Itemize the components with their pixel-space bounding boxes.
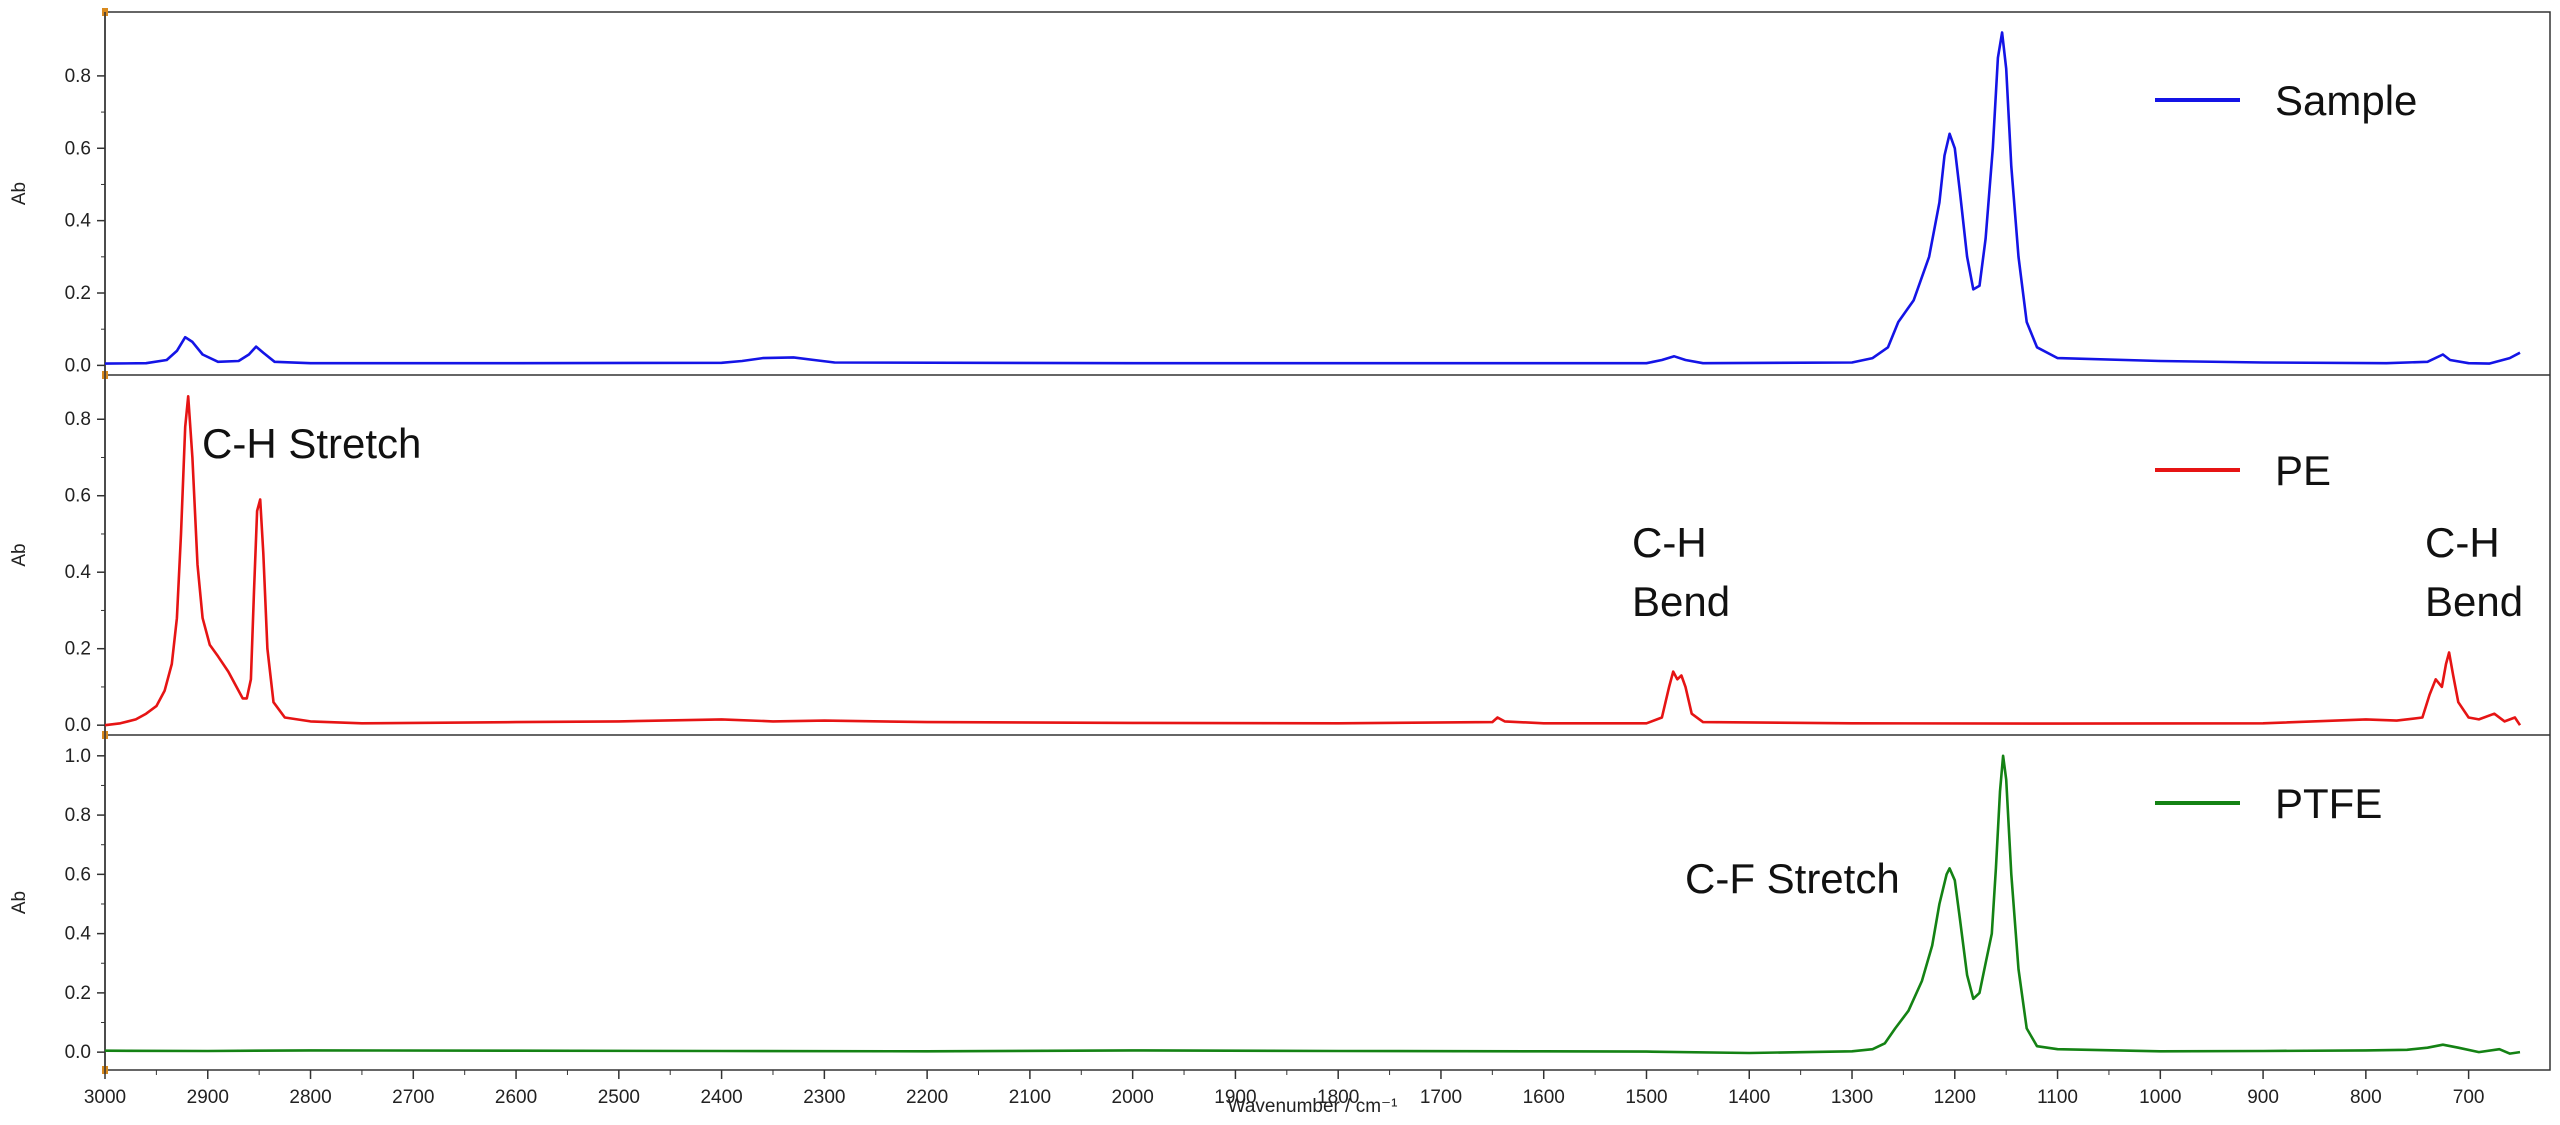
y-tick-label: 1.0 [65,746,91,767]
legend-label-ptfe: PTFE [2275,780,2382,827]
plot-frame [104,11,2551,1071]
x-tick-label: 2000 [1112,1087,1154,1108]
legend-label-sample: Sample [2275,77,2417,124]
y-axis-label: Ab [9,891,30,914]
x-tick-label: 1600 [1523,1087,1565,1108]
x-tick-label: 1400 [1728,1087,1770,1108]
peak-annotation: C-H [2425,519,2500,566]
x-tick-label: 1200 [1934,1087,1976,1108]
x-tick-label: 1700 [1420,1087,1462,1108]
x-tick-label: 2900 [187,1087,229,1108]
x-tick-label: 700 [2453,1087,2485,1108]
series-line-pe [104,395,2522,727]
x-axis-title: Wavenumber / cm⁻¹ [1228,1096,1398,1117]
y-tick-label: 0.6 [65,864,91,885]
x-tick-label: 2700 [392,1087,434,1108]
y-tick-label: 0.2 [65,283,91,304]
y-axis-label: Ab [9,543,30,566]
peak-annotation: Bend [1632,578,1730,625]
y-tick-label: 0.0 [65,1042,91,1063]
x-tick-label: 1300 [1831,1087,1873,1108]
x-tick-label: 1500 [1625,1087,1667,1108]
y-tick-label: 0.4 [65,924,92,945]
y-tick-label: 0.2 [65,983,91,1004]
y-tick-label: 0.2 [65,639,91,660]
series-line-ptfe [104,754,2521,1055]
y-tick-label: 0.8 [65,409,91,430]
peak-annotation: Bend [2425,578,2523,625]
y-axis-label: Ab [9,182,30,205]
y-tick-label: 0.8 [65,805,91,826]
x-tick-label: 2200 [906,1087,948,1108]
x-tick-label: 3000 [84,1087,126,1108]
y-tick-label: 0.6 [65,138,91,159]
x-tick-label: 1800 [1317,1087,1359,1108]
x-tick-label: 800 [2350,1087,2382,1108]
x-tick-label: 1900 [1214,1087,1256,1108]
x-tick-label: 2300 [803,1087,845,1108]
x-tick-label: 2800 [289,1087,331,1108]
x-tick-label: 2100 [1009,1087,1051,1108]
x-tick-label: 2400 [700,1087,742,1108]
y-tick-label: 0.0 [65,715,91,736]
peak-annotation: C-H [1632,519,1707,566]
y-tick-label: 0.0 [65,355,91,376]
legend-label-pe: PE [2275,447,2331,494]
peak-annotation: C-F Stretch [1685,855,1900,902]
y-tick-label: 0.8 [65,66,91,87]
peak-annotation: C-H Stretch [202,420,421,467]
y-tick-label: 0.4 [65,211,92,232]
x-tick-label: 2500 [598,1087,640,1108]
series-line-sample [104,31,2521,365]
x-tick-label: 1100 [2037,1087,2078,1108]
y-tick-label: 0.4 [65,562,92,583]
x-tick-label: 1000 [2139,1087,2181,1108]
y-tick-label: 0.6 [65,486,91,507]
x-tick-label: 900 [2247,1087,2279,1108]
x-tick-label: 2600 [495,1087,537,1108]
